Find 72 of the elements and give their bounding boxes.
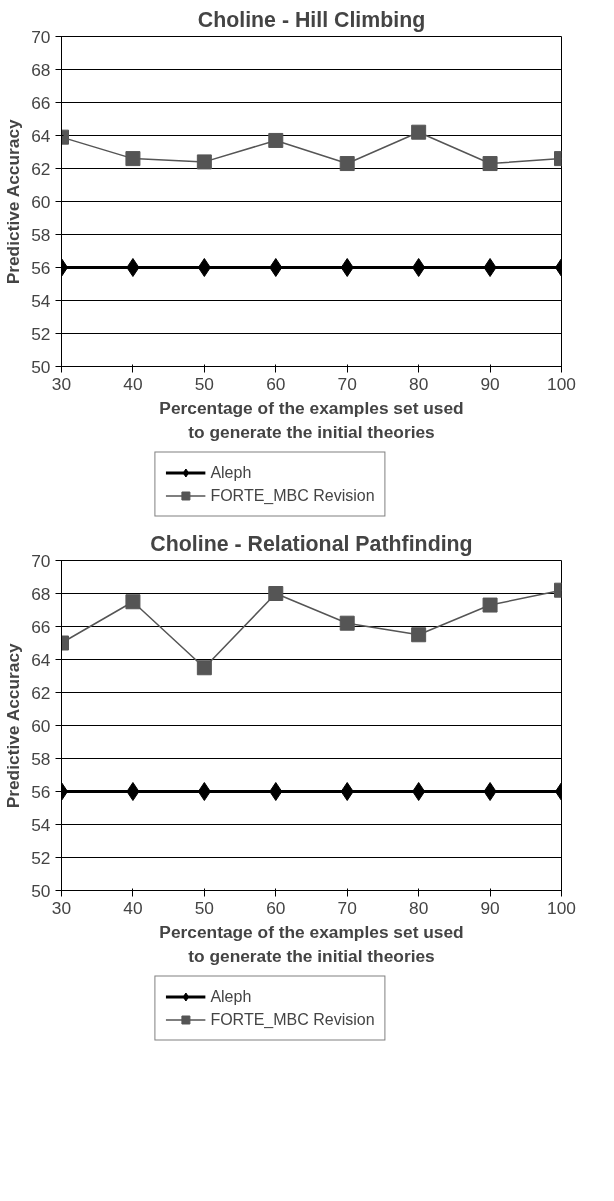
y-tick-label: 54 xyxy=(31,814,51,835)
y-tick-label: 56 xyxy=(31,257,51,278)
x-tick-label: 90 xyxy=(480,373,500,394)
point xyxy=(483,782,497,801)
point xyxy=(197,782,211,801)
y-tick-label: 58 xyxy=(31,748,51,769)
chart-title: Choline - Relational Pathfinding xyxy=(150,531,473,556)
point xyxy=(125,594,141,610)
point xyxy=(412,258,426,277)
y-tick-label: 52 xyxy=(31,323,51,344)
point xyxy=(340,258,354,277)
y-tick-label: 50 xyxy=(31,880,51,901)
point xyxy=(482,597,498,613)
point xyxy=(196,660,212,676)
point xyxy=(126,782,140,801)
x-tick-label: 60 xyxy=(266,897,286,918)
point xyxy=(268,586,284,601)
y-tick-label: 64 xyxy=(31,649,51,670)
y-tick-label: 50 xyxy=(31,356,51,377)
point xyxy=(269,258,283,277)
point xyxy=(412,782,426,801)
point xyxy=(339,156,355,172)
x-tick-label: 40 xyxy=(123,897,143,918)
x-tick-label: 80 xyxy=(409,373,429,394)
point xyxy=(339,615,355,631)
x-tick-label: 30 xyxy=(51,897,72,918)
x-tick-label: 60 xyxy=(266,373,286,394)
y-tick-label: 64 xyxy=(31,125,51,146)
x-tick-label: 100 xyxy=(547,897,576,918)
legend-label: FORTE_MBC Revision xyxy=(210,486,375,505)
y-tick-label: 68 xyxy=(31,583,51,604)
x-tick-label: 40 xyxy=(123,373,143,394)
y-axis-title: Predictive Accuracy xyxy=(3,118,24,285)
legend-label: FORTE_MBC Revision xyxy=(210,1010,375,1029)
y-tick-label: 56 xyxy=(31,781,51,802)
y-tick-label: 70 xyxy=(31,550,51,571)
x-tick-label: 70 xyxy=(337,373,357,394)
point xyxy=(125,151,141,167)
x-tick-label: 50 xyxy=(194,897,214,918)
x-axis-title: Percentage of the examples set used to generate the initial theories xyxy=(159,921,464,966)
y-tick-label: 66 xyxy=(31,92,51,113)
x-tick-label: 50 xyxy=(194,373,214,394)
x-axis-title: Percentage of the examples set used to generate the initial theories xyxy=(159,397,464,442)
x-tick-label: 80 xyxy=(409,897,429,918)
point xyxy=(269,782,283,801)
point xyxy=(411,627,427,643)
point xyxy=(482,156,498,172)
y-tick-label: 54 xyxy=(31,290,51,311)
y-tick-label: 66 xyxy=(31,616,51,637)
y-axis-title: Predictive Accuracy xyxy=(3,642,24,809)
y-tick-label: 60 xyxy=(31,191,51,212)
y-tick-label: 58 xyxy=(31,224,51,245)
point xyxy=(340,782,354,801)
point xyxy=(197,258,211,277)
x-tick-label: 30 xyxy=(51,373,72,394)
legend-label: Aleph xyxy=(210,463,252,482)
y-tick-label: 52 xyxy=(31,847,51,868)
y-tick-label: 68 xyxy=(31,59,51,80)
point xyxy=(268,132,284,148)
x-tick-label: 100 xyxy=(547,373,576,394)
y-tick-label: 62 xyxy=(31,158,51,179)
legend-label: Aleph xyxy=(210,987,252,1006)
y-tick-label: 62 xyxy=(31,682,51,703)
point xyxy=(126,258,140,277)
y-tick-label: 60 xyxy=(31,715,51,736)
chart-title: Choline - Hill Climbing xyxy=(197,7,426,32)
point xyxy=(411,124,427,140)
x-tick-label: 90 xyxy=(480,897,500,918)
x-tick-label: 70 xyxy=(337,897,357,918)
y-tick-label: 70 xyxy=(31,26,51,47)
point xyxy=(483,258,497,277)
point xyxy=(196,154,212,170)
